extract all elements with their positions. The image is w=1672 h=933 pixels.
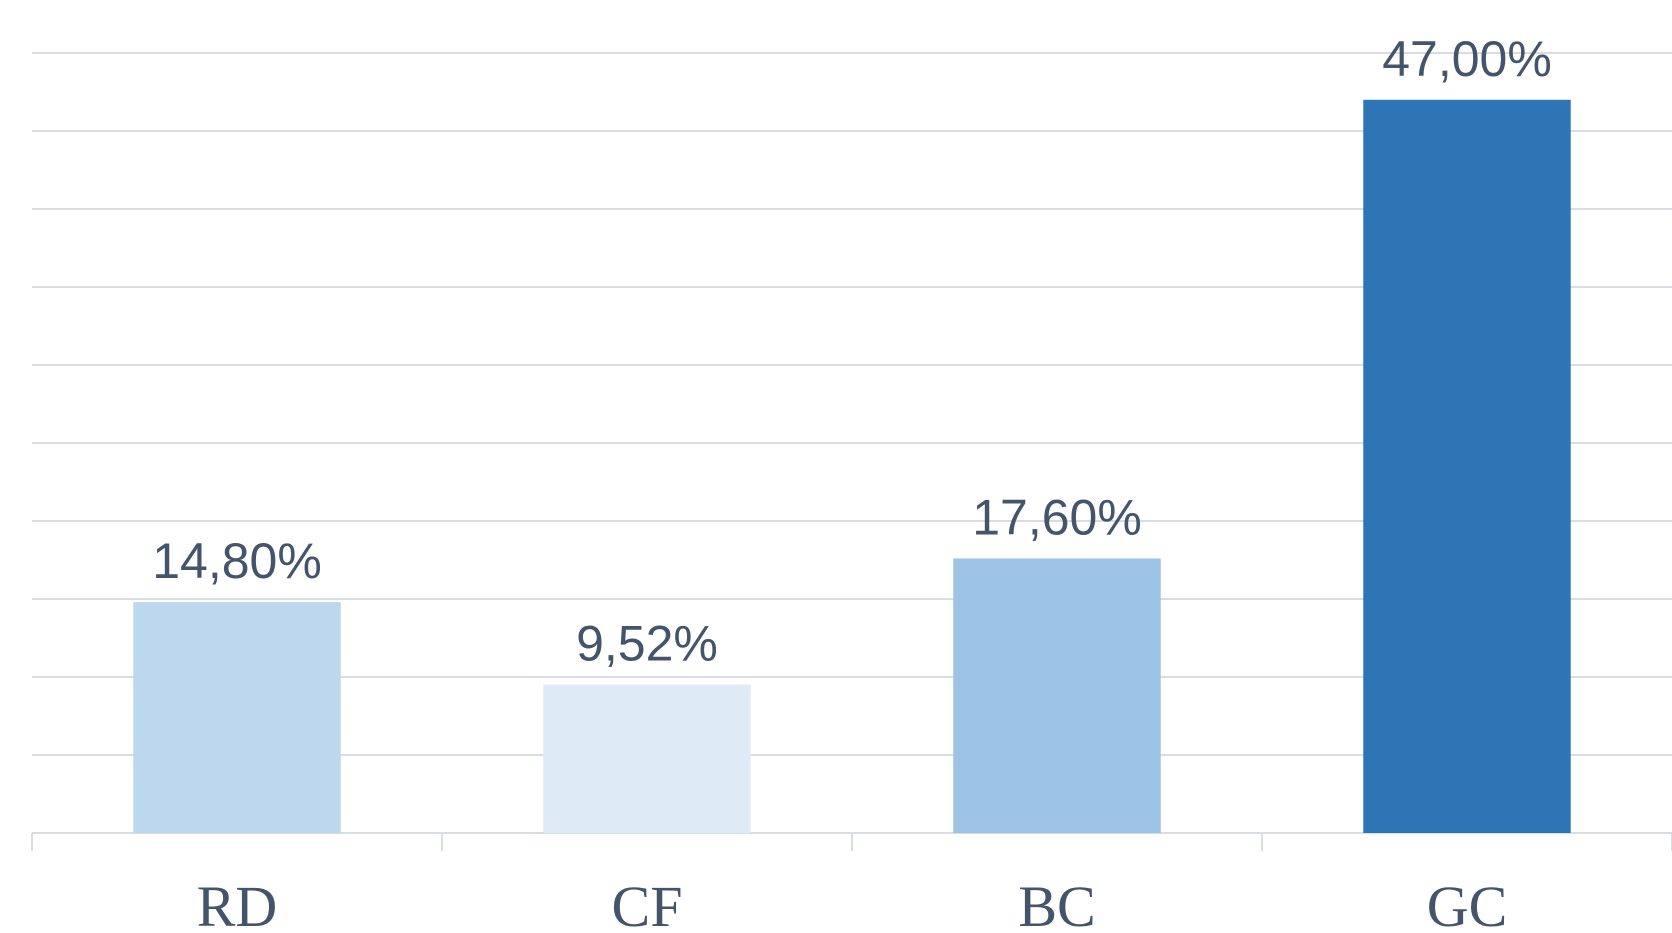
x-tick-label: GC bbox=[1427, 874, 1508, 933]
x-tick-label: BC bbox=[1018, 874, 1095, 933]
x-tick-label: RD bbox=[197, 874, 278, 933]
bar bbox=[1363, 99, 1571, 834]
value-label: 9,52% bbox=[576, 615, 718, 671]
value-label: 17,60% bbox=[972, 489, 1142, 545]
x-tick-label: CF bbox=[612, 874, 683, 933]
value-label: 47,00% bbox=[1382, 31, 1552, 87]
bar bbox=[543, 684, 751, 833]
bar bbox=[953, 558, 1161, 833]
bar bbox=[133, 602, 341, 833]
value-label: 14,80% bbox=[152, 533, 322, 589]
